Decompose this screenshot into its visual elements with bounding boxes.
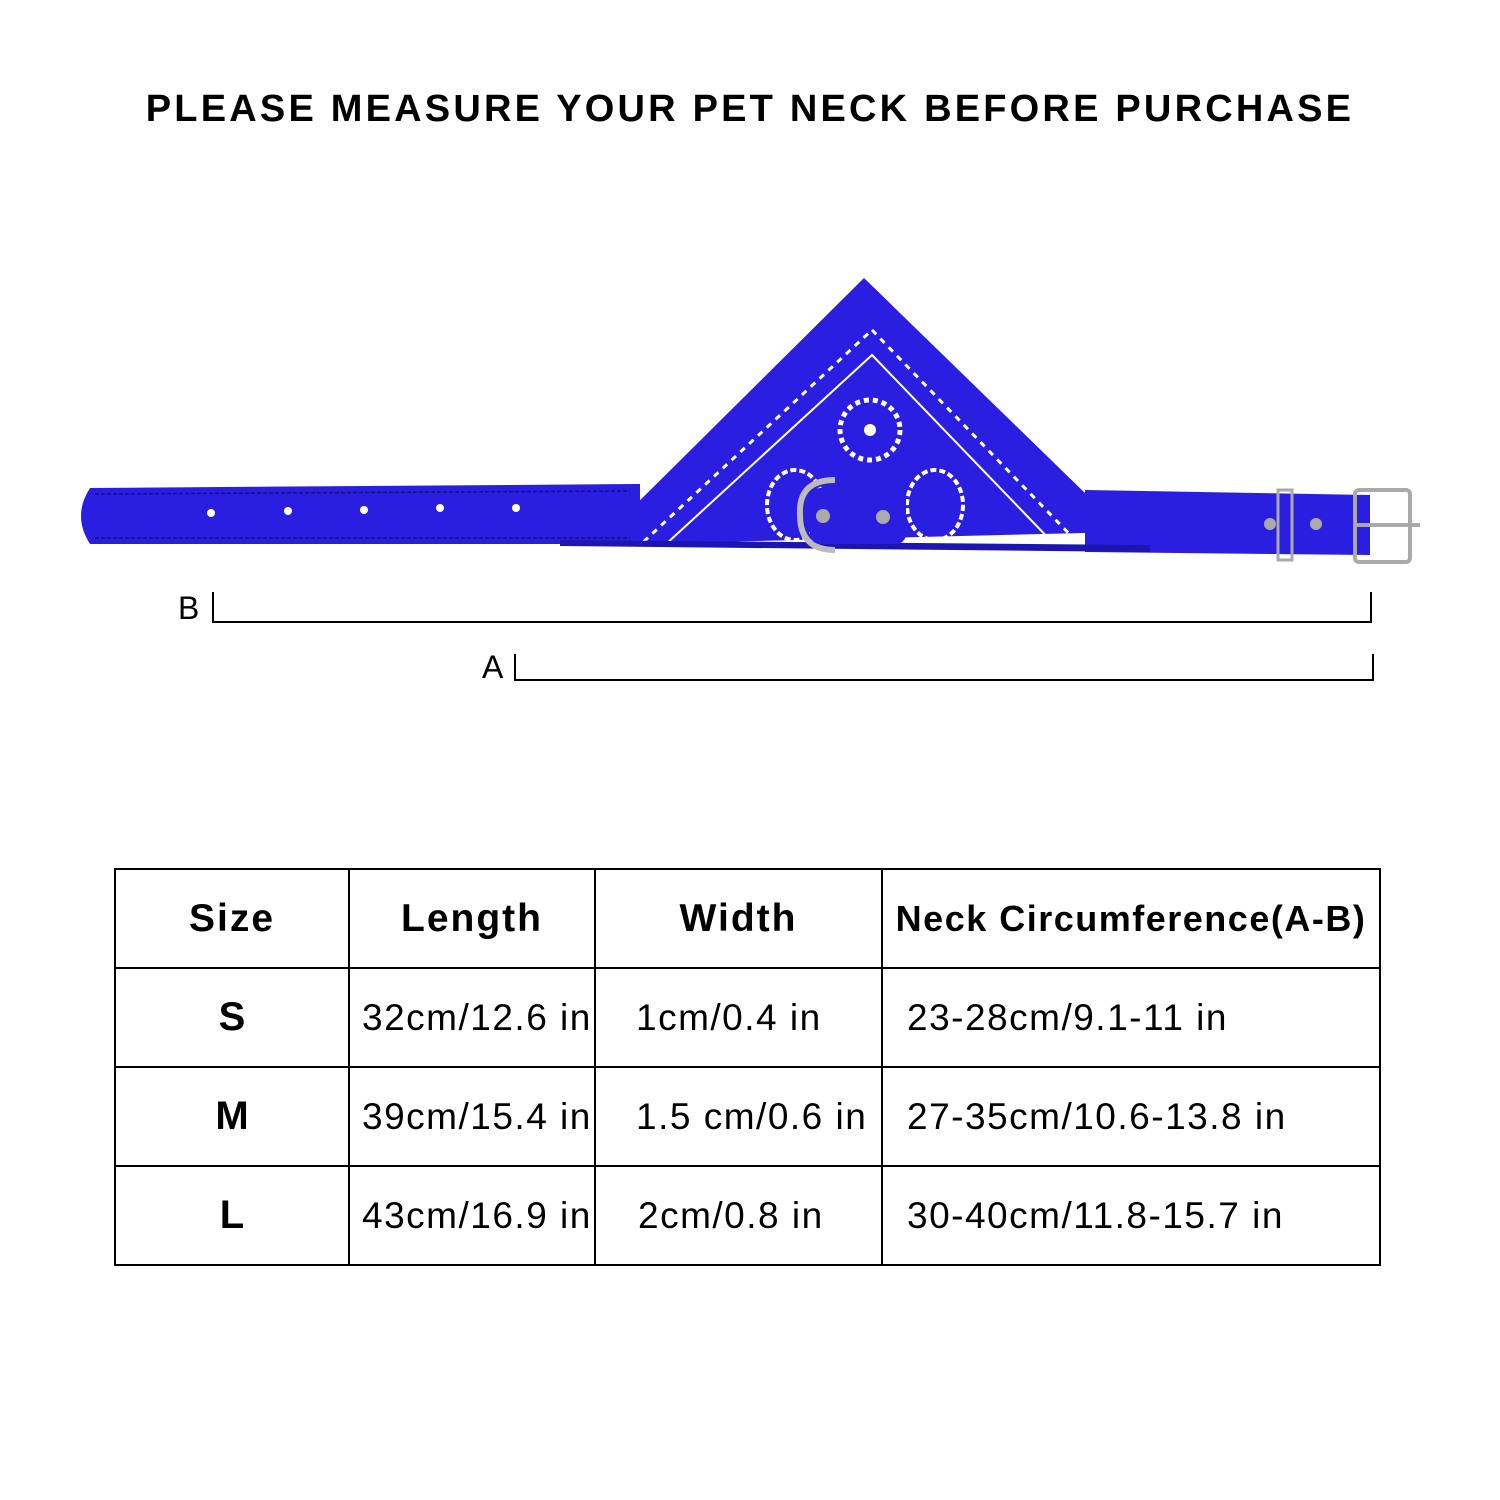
strap — [81, 484, 1370, 555]
length-cell: 39cm/15.4 in — [348, 1066, 596, 1167]
page-title: PLEASE MEASURE YOUR PET NECK BEFORE PURC… — [145, 88, 1355, 130]
header-size: Size — [114, 868, 350, 969]
neck-cell: 23-28cm/9.1-11 in — [881, 967, 1381, 1068]
d-ring — [796, 477, 906, 553]
size-table: Size Length Width Neck Circumference(A-B… — [114, 868, 1381, 1266]
buckle — [1264, 488, 1420, 564]
size-cell: S — [114, 967, 350, 1068]
table-row: L 43cm/16.9 in 2cm/0.8 in 30-40cm/11.8-1… — [114, 1165, 1381, 1266]
length-cell: 32cm/12.6 in — [348, 967, 596, 1068]
header-length: Length — [348, 868, 596, 969]
table-row: S 32cm/12.6 in 1cm/0.4 in 23-28cm/9.1-11… — [114, 967, 1381, 1068]
width-cell: 1.5 cm/0.6 in — [594, 1066, 883, 1167]
neck-cell: 30-40cm/11.8-15.7 in — [881, 1165, 1381, 1266]
size-cell: M — [114, 1066, 350, 1167]
table-row: M 39cm/15.4 in 1.5 cm/0.6 in 27-35cm/10.… — [114, 1066, 1381, 1167]
header-width: Width — [594, 868, 883, 969]
measure-label-b: B — [178, 590, 200, 626]
measure-line-a — [514, 654, 1374, 681]
measure-label-a: A — [482, 649, 504, 685]
neck-cell: 27-35cm/10.6-13.8 in — [881, 1066, 1381, 1167]
length-cell: 43cm/16.9 in — [348, 1165, 596, 1266]
width-cell: 2cm/0.8 in — [594, 1165, 883, 1266]
header-neck: Neck Circumference(A-B) — [881, 868, 1381, 969]
width-cell: 1cm/0.4 in — [594, 967, 883, 1068]
size-cell: L — [114, 1165, 350, 1266]
measure-line-b — [212, 592, 1372, 623]
collar-image — [81, 278, 1420, 681]
table-header-row: Size Length Width Neck Circumference(A-B… — [114, 868, 1381, 969]
